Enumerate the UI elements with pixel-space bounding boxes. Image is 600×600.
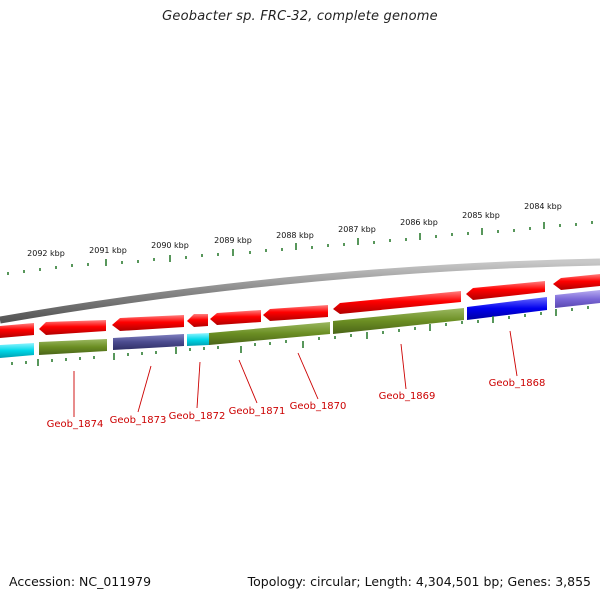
gene-block-lavender[interactable] [555, 290, 600, 308]
gene-arrow[interactable] [0, 323, 34, 338]
scale-label: 2092 kbp [27, 249, 65, 258]
accession-label: Accession: NC_011979 [9, 574, 152, 589]
gene-arrow[interactable] [187, 314, 208, 327]
gene-block-blue[interactable] [467, 297, 547, 320]
gene-label[interactable]: Geob_1870 [290, 401, 347, 412]
gene-label[interactable]: Geob_1872 [169, 411, 226, 422]
gene-block-olive[interactable] [209, 322, 330, 345]
gene-block-cyan[interactable] [0, 343, 34, 358]
scale-label: 2085 kbp [462, 211, 500, 220]
gene-arrow[interactable] [553, 274, 600, 290]
map-title: Geobacter sp. FRC-32, complete genome [162, 9, 438, 24]
gene-arrow[interactable] [39, 320, 106, 335]
gene-label[interactable]: Geob_1874 [47, 419, 104, 430]
scale-label: 2088 kbp [276, 231, 314, 240]
gene-leaders [73, 330, 518, 417]
gene-label[interactable]: Geob_1869 [379, 391, 436, 402]
gene-label[interactable]: Geob_1868 [489, 378, 546, 389]
gene-arrow[interactable] [333, 291, 461, 314]
gene-arrow[interactable] [112, 315, 184, 331]
gene-label[interactable]: Geob_1871 [229, 406, 286, 417]
scale-label: 2086 kbp [400, 218, 438, 227]
gene-arrow[interactable] [263, 305, 328, 321]
gene-block-cyan[interactable] [187, 333, 209, 346]
scale-label: 2091 kbp [89, 246, 127, 255]
scale-label: 2090 kbp [151, 241, 189, 250]
forward-gene-track [0, 274, 600, 338]
gene-block-olive[interactable] [333, 308, 464, 334]
scale-label: 2084 kbp [524, 202, 562, 211]
gene-label[interactable]: Geob_1873 [110, 415, 167, 426]
outer-ticks [7, 221, 593, 275]
genome-backbone [0, 258, 600, 324]
gene-arrow[interactable] [210, 310, 261, 325]
scale-label: 2087 kbp [338, 225, 376, 234]
gene-block-navy[interactable] [113, 334, 184, 350]
gene-arrow[interactable] [466, 281, 545, 300]
inner-ticks [11, 306, 589, 366]
scale-label: 2089 kbp [214, 236, 252, 245]
reverse-gene-track [0, 290, 600, 358]
gene-block-olive[interactable] [39, 339, 107, 355]
genome-summary: Topology: circular; Length: 4,304,501 bp… [247, 574, 591, 589]
